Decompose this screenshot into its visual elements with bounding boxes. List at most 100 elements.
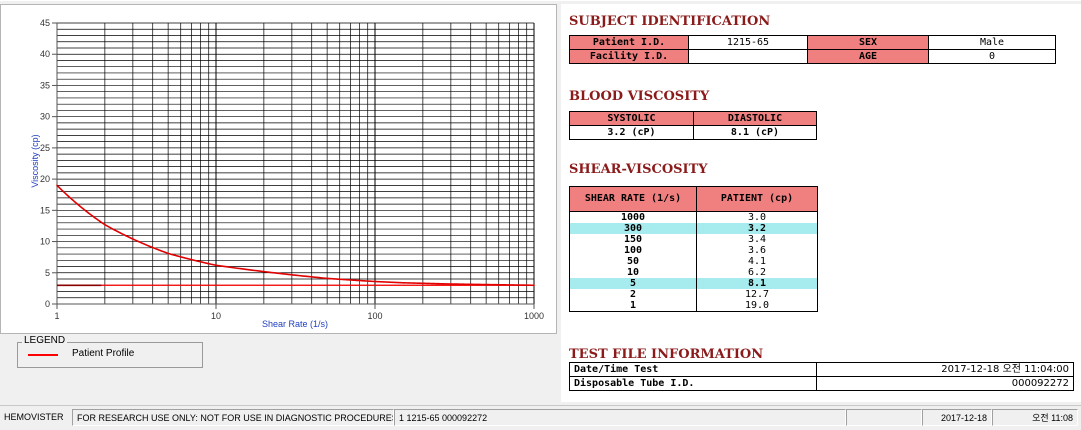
patient-value-cell: 3.4 xyxy=(696,234,818,245)
shear-rate-cell: 5 xyxy=(569,278,697,289)
status-bar: HEMOVISTER FOR RESEARCH USE ONLY: NOT FO… xyxy=(0,405,1081,430)
subject-row-1: Patient I.D. 1215-65 SEX Male xyxy=(569,35,1056,50)
series-point xyxy=(215,264,217,267)
patient-value-cell: 19.0 xyxy=(696,300,818,312)
tube-id-label: Disposable Tube I.D. xyxy=(569,376,817,391)
blood-viscosity-title: BLOOD VISCOSITY xyxy=(569,89,710,104)
status-date: 2017-12-18 xyxy=(922,409,992,426)
test-file-table: Date/Time Test 2017-12-18 오전 11:04:00 Di… xyxy=(569,362,1074,391)
y-tick-label: 10 xyxy=(40,237,50,247)
shear-viscosity-row: 2 12.7 xyxy=(569,289,818,300)
blood-viscosity-value-row: 3.2 (cP) 8.1 (cP) xyxy=(569,125,817,140)
viscosity-chart: 0 5 10 15 20 25 30 35 40 45 1 10 100 1000 Shear Rate … xyxy=(30,18,544,329)
patient-column-header: PATIENT (cp) xyxy=(696,186,818,212)
datetime-row: Date/Time Test 2017-12-18 오전 11:04:00 xyxy=(569,362,1074,377)
x-tick-label: 1000 xyxy=(524,311,544,321)
age-value: 0 xyxy=(928,49,1056,64)
chart-axes: 0 5 10 15 20 25 30 35 40 45 1 10 100 1000 xyxy=(40,18,544,321)
tube-id-value: 000092272 xyxy=(816,376,1074,391)
shear-viscosity-row: 1000 3.0 xyxy=(569,211,818,223)
patient-value-cell: 3.0 xyxy=(696,211,818,223)
y-tick-label: 45 xyxy=(40,18,50,28)
diastolic-value: 8.1 (cP) xyxy=(693,125,817,140)
window-top-edge xyxy=(0,0,1081,1)
shear-rate-cell: 2 xyxy=(569,289,697,300)
x-axis-label: Shear Rate (1/s) xyxy=(262,319,328,329)
diastolic-label: DIASTOLIC xyxy=(693,111,817,126)
patient-id-value: 1215-65 xyxy=(688,35,808,50)
series-point xyxy=(450,283,452,285)
subject-identification-title: SUBJECT IDENTIFICATION xyxy=(569,14,771,29)
test-file-information-title: TEST FILE INFORMATION xyxy=(569,347,764,362)
shear-rate-cell: 50 xyxy=(569,256,697,267)
sex-label: SEX xyxy=(807,35,929,50)
y-tick-label: 0 xyxy=(45,299,50,309)
legend-title: LEGEND xyxy=(22,335,68,346)
status-notice: FOR RESEARCH USE ONLY: NOT FOR USE IN DI… xyxy=(72,409,394,426)
subject-row-2: Facility I.D. AGE 0 xyxy=(569,49,1056,64)
patient-value-cell: 4.1 xyxy=(696,256,818,267)
series-point xyxy=(167,252,169,255)
shear-viscosity-row: 100 3.6 xyxy=(569,245,818,256)
systolic-label: SYSTOLIC xyxy=(569,111,694,126)
y-tick-label: 5 xyxy=(45,268,50,278)
tube-id-row: Disposable Tube I.D. 000092272 xyxy=(569,376,1074,391)
y-tick-label: 40 xyxy=(40,49,50,59)
shear-rate-cell: 100 xyxy=(569,245,697,256)
x-tick-label: 10 xyxy=(211,311,221,321)
y-tick-label: 25 xyxy=(40,143,50,153)
shear-viscosity-row: 5 8.1 xyxy=(569,278,818,289)
datetime-label: Date/Time Test xyxy=(569,362,817,377)
shear-viscosity-table: SHEAR RATE (1/s) PATIENT (cp) 1000 3.0 300… xyxy=(569,186,818,312)
systolic-value: 3.2 (cP) xyxy=(569,125,694,140)
blood-viscosity-table: SYSTOLIC DIASTOLIC 3.2 (cP) 8.1 (cP) xyxy=(569,111,817,140)
shear-rate-cell: 10 xyxy=(569,267,697,278)
report-panel: SUBJECT IDENTIFICATION Patient I.D. 1215… xyxy=(561,4,1081,402)
shear-viscosity-row: 1 19.0 xyxy=(569,300,818,312)
shear-viscosity-row: 50 4.1 xyxy=(569,256,818,267)
shear-viscosity-row: 10 6.2 xyxy=(569,267,818,278)
legend-entry-patient-profile: Patient Profile xyxy=(72,348,135,359)
y-tick-label: 15 xyxy=(40,205,50,215)
status-empty-cell xyxy=(846,409,922,426)
series-point xyxy=(533,284,535,287)
status-record: 1 1215-65 000092272 xyxy=(394,409,846,426)
x-tick-label: 1 xyxy=(54,311,59,321)
patient-value-cell: 12.7 xyxy=(696,289,818,300)
patient-value-cell: 3.2 xyxy=(696,223,818,234)
series-point xyxy=(56,184,58,187)
shear-viscosity-row: 150 3.4 xyxy=(569,234,818,245)
subject-table: Patient I.D. 1215-65 SEX Male Facility I… xyxy=(569,35,1056,64)
series-point xyxy=(402,281,404,284)
shear-rate-column-header: SHEAR RATE (1/s) xyxy=(569,186,697,212)
shear-rate-cell: 1 xyxy=(569,300,697,312)
shear-rate-cell: 1000 xyxy=(569,211,697,223)
datetime-value: 2017-12-18 오전 11:04:00 xyxy=(816,362,1074,377)
chart-grid xyxy=(56,22,535,305)
shear-viscosity-header-row: SHEAR RATE (1/s) PATIENT (cp) xyxy=(569,186,818,212)
shear-rate-cell: 150 xyxy=(569,234,697,245)
y-tick-label: 20 xyxy=(40,174,50,184)
shear-rate-cell: 300 xyxy=(569,223,697,234)
y-tick-label: 30 xyxy=(40,112,50,122)
patient-value-cell: 6.2 xyxy=(696,267,818,278)
y-axis-label: Viscosity (cp) xyxy=(30,134,40,187)
chart-panel: 0 5 10 15 20 25 30 35 40 45 1 10 100 1000 Shear Rate … xyxy=(0,4,557,334)
y-tick-label: 35 xyxy=(40,80,50,90)
facility-id-label: Facility I.D. xyxy=(569,49,689,64)
legend-swatch-patient-profile xyxy=(28,354,58,356)
status-app-name: HEMOVISTER xyxy=(4,412,64,422)
shear-viscosity-row: 300 3.2 xyxy=(569,223,818,234)
patient-value-cell: 8.1 xyxy=(696,278,818,289)
series-point xyxy=(104,223,106,226)
facility-id-value xyxy=(688,49,808,64)
age-label: AGE xyxy=(807,49,929,64)
blood-viscosity-header-row: SYSTOLIC DIASTOLIC xyxy=(569,111,817,126)
shear-viscosity-title: SHEAR-VISCOSITY xyxy=(569,162,708,177)
status-time: 오전 11:08 xyxy=(992,409,1078,426)
series-point xyxy=(374,280,376,283)
legend: LEGEND Patient Profile xyxy=(17,335,203,368)
series-point xyxy=(326,277,328,280)
chart-series xyxy=(56,184,535,287)
patient-value-cell: 3.6 xyxy=(696,245,818,256)
